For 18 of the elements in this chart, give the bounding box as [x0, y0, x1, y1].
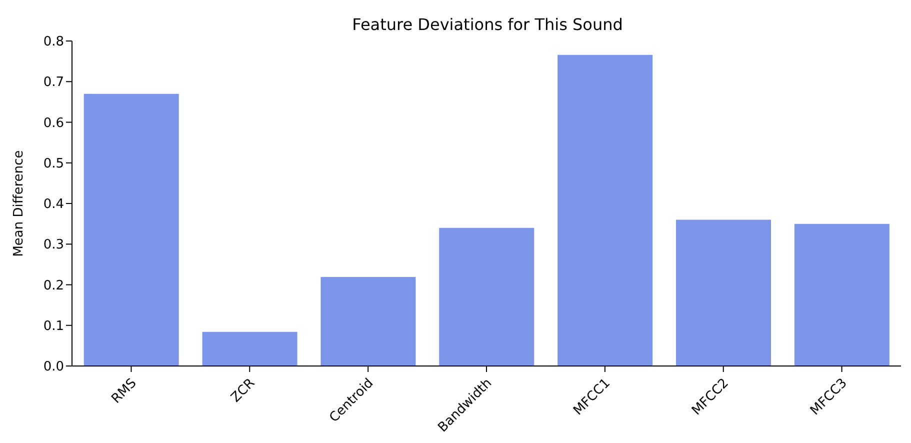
y-axis-title: Mean Difference	[12, 150, 27, 257]
bar	[558, 54, 653, 366]
y-tick-label: 0.1	[43, 318, 64, 334]
y-tick-label: 0.6	[43, 116, 64, 131]
y-tick-label: 0.4	[43, 197, 64, 212]
bar	[439, 228, 534, 366]
y-tick-label: 0.7	[43, 75, 64, 90]
chart-title: Feature Deviations for This Sound	[352, 15, 623, 34]
y-tick-label: 0.8	[43, 34, 64, 50]
y-tick-label: 0.0	[43, 360, 64, 375]
bar	[84, 94, 179, 366]
bar	[202, 332, 298, 366]
y-tick-label: 0.5	[43, 156, 64, 172]
y-tick-label: 0.2	[43, 278, 64, 294]
y-tick-label: 0.3	[43, 238, 64, 253]
bar	[794, 224, 890, 366]
bar	[676, 220, 771, 366]
bar	[320, 277, 416, 366]
